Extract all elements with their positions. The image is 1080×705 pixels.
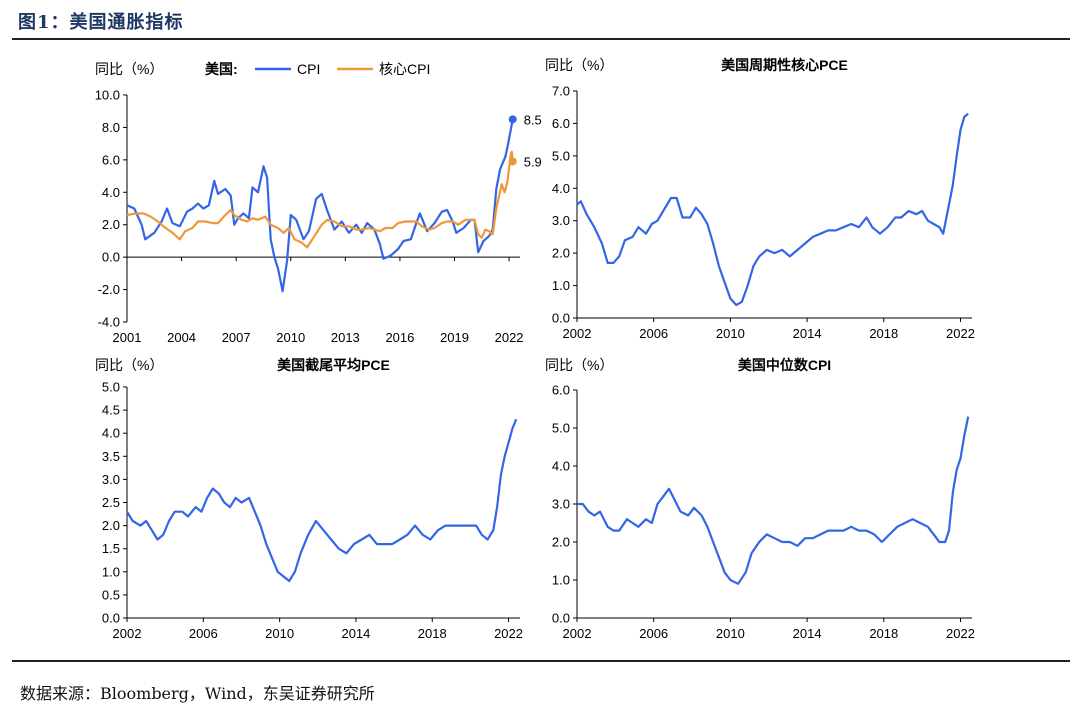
end-marker (508, 157, 517, 166)
y-tick-label: 4.0 (552, 459, 570, 474)
chart-median: 0.0 1.0 2.0 3.0 4.0 5.0 6.0 2002 2006 2010 2014 201… (545, 357, 975, 641)
y-tick-label: 3.0 (552, 497, 570, 512)
y-tick-label: 2.0 (102, 518, 120, 533)
bottom-rule (12, 660, 1070, 662)
x-tick-label: 2013 (331, 330, 360, 345)
y-tick-label: 4.0 (102, 426, 120, 441)
series-line-核心CPI (126, 150, 514, 249)
x-tick-label: 2002 (563, 326, 592, 341)
x-tick-label: 2006 (639, 626, 668, 641)
y-tick-label: 0.0 (102, 611, 120, 626)
x-tick-label: 2022 (946, 326, 975, 341)
legend: 美国: CPI 核心CPI (205, 61, 430, 77)
y-tick-label: 5.0 (552, 148, 570, 163)
series-line-CPI (126, 119, 514, 293)
source-note: 数据来源：Bloomberg，Wind，东吴证券研究所 (20, 684, 375, 703)
y-tick-label: 2.0 (552, 246, 570, 261)
y-tick-label: 1.0 (552, 573, 570, 588)
y-tick-label: 0.0 (552, 611, 570, 626)
x-tick-label: 2018 (869, 626, 898, 641)
chart-pce: 0.0 1.0 2.0 3.0 4.0 5.0 6.0 7.0 2002 2006 2010 2014… (545, 57, 975, 341)
y-tick-label: 10.0 (95, 88, 120, 103)
x-tick-label: 2018 (869, 326, 898, 341)
x-tick-label: 2006 (189, 626, 218, 641)
y-tick-label: 2.0 (102, 217, 120, 232)
legend-prefix: 美国: (205, 61, 238, 77)
x-tick-label: 2014 (793, 626, 822, 641)
chart-trimmed: 0.0 0.5 1.0 1.5 2.0 2.5 3.0 3.5 4.0 4.5 5.0 2002 200… (95, 357, 523, 641)
legend-entry: CPI (297, 61, 320, 77)
y-axis-label: 同比（%） (95, 357, 163, 373)
x-tick-label: 2022 (946, 626, 975, 641)
y-tick-label: 6.0 (552, 116, 570, 131)
x-tick-label: 2016 (385, 330, 414, 345)
x-tick-label: 2010 (265, 626, 294, 641)
series-line-pce (576, 112, 969, 307)
y-tick-label: 0.5 (102, 587, 120, 602)
y-axis-label: 同比（%） (545, 357, 613, 373)
y-tick-label: 2.5 (102, 495, 120, 510)
y-tick-label: 4.5 (102, 403, 120, 418)
y-axis-label: 同比（%） (95, 61, 163, 77)
y-tick-label: 1.5 (102, 541, 120, 556)
x-tick-label: 2001 (113, 330, 142, 345)
x-tick-label: 2002 (113, 626, 142, 641)
x-tick-label: 2022 (495, 330, 524, 345)
x-tick-label: 2010 (716, 626, 745, 641)
y-tick-label: 0.0 (552, 311, 570, 326)
y-tick-label: 5.0 (552, 421, 570, 436)
y-tick-label: 0.0 (102, 250, 120, 265)
panel-title: 美国截尾平均PCE (277, 357, 390, 373)
y-tick-label: 4.0 (552, 181, 570, 196)
y-tick-label: 2.0 (552, 535, 570, 550)
legend-entry: 核心CPI (379, 61, 430, 77)
end-marker (508, 115, 517, 124)
y-tick-label: 1.0 (102, 564, 120, 579)
panel-title: 美国中位数CPI (738, 357, 831, 373)
y-tick-label: 3.5 (102, 449, 120, 464)
end-value-label: 8.5 (524, 112, 542, 127)
y-tick-label: -4.0 (98, 315, 120, 330)
y-tick-label: 7.0 (552, 84, 570, 99)
y-axis-label: 同比（%） (545, 57, 613, 73)
y-tick-label: -2.0 (98, 282, 120, 297)
y-tick-label: 1.0 (552, 278, 570, 293)
x-tick-label: 2019 (440, 330, 469, 345)
y-tick-label: 6.0 (102, 152, 120, 167)
end-value-label: 5.9 (524, 154, 542, 169)
y-tick-label: 8.0 (102, 120, 120, 135)
x-tick-label: 2010 (276, 330, 305, 345)
x-tick-label: 2007 (222, 330, 251, 345)
chart-cpi: -4.0 -2.0 0.0 2.0 4.0 6.0 8.0 10.0 2001 2004 2007 2… (95, 61, 542, 345)
series-line-median (577, 416, 970, 585)
y-tick-label: 3.0 (102, 472, 120, 487)
x-tick-label: 2014 (341, 626, 370, 641)
series-line-trimmed (126, 418, 518, 583)
x-tick-label: 2006 (639, 326, 668, 341)
x-tick-label: 2018 (418, 626, 447, 641)
x-tick-label: 2010 (716, 326, 745, 341)
figure-title: 图1：美国通胀指标 (18, 12, 184, 33)
x-tick-label: 2002 (563, 626, 592, 641)
x-tick-label: 2004 (167, 330, 196, 345)
y-tick-label: 5.0 (102, 380, 120, 395)
x-tick-label: 2014 (793, 326, 822, 341)
y-tick-label: 3.0 (552, 213, 570, 228)
panel-title: 美国周期性核心PCE (721, 57, 848, 73)
y-tick-label: 6.0 (552, 383, 570, 398)
y-tick-label: 4.0 (102, 185, 120, 200)
top-rule (12, 38, 1070, 40)
x-tick-label: 2022 (494, 626, 523, 641)
